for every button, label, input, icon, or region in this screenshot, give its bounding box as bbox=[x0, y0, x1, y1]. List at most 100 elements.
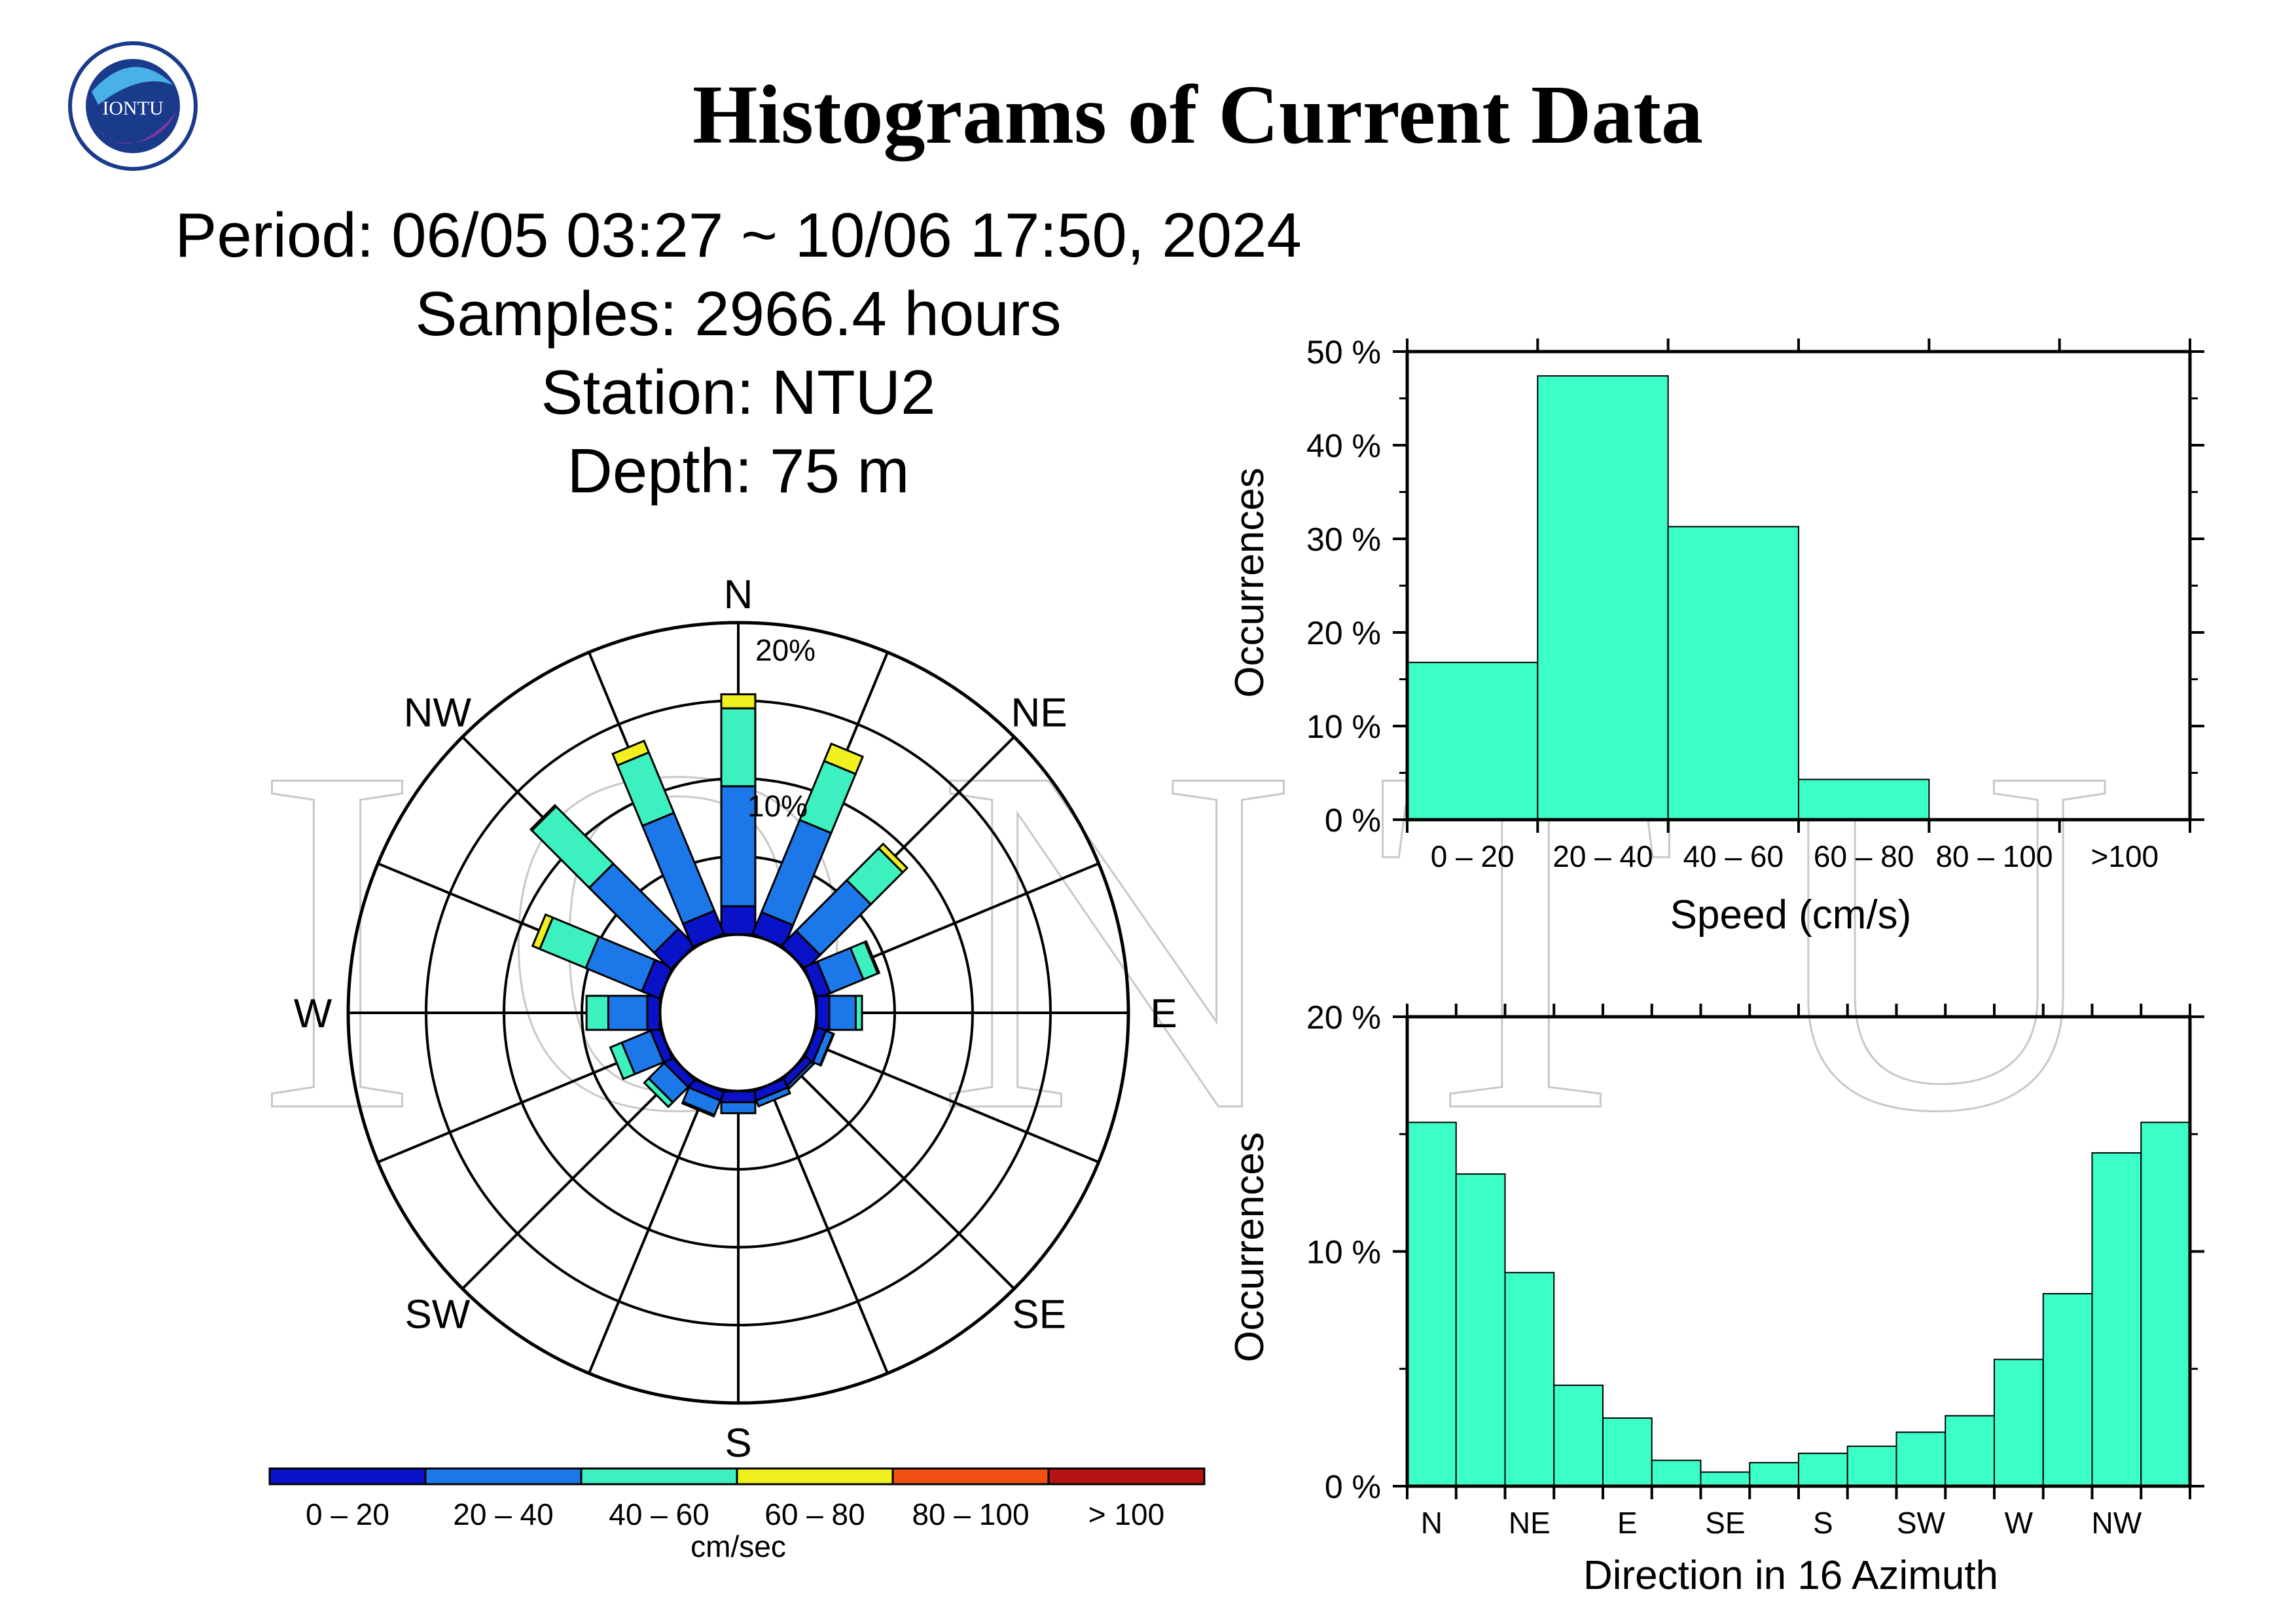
x-tick-label: 0 – 20 bbox=[1431, 839, 1515, 873]
direction-axes: 0 % 10 % 20 % N NE E SE S SW W NW bbox=[1306, 999, 2204, 1540]
current-rose-chart: N NE E SE S SW W NW 10% 20% bbox=[294, 572, 1177, 1466]
colorbar-cell bbox=[736, 1467, 894, 1486]
hist-bar bbox=[1602, 1417, 1653, 1487]
speed-bars bbox=[1407, 375, 1930, 821]
speed-histogram: 0 % 10 % 20 % 30 % 40 % 50 % 0 – 20 20 – 40 40 –… bbox=[1227, 334, 2204, 938]
rose-segment bbox=[819, 1032, 836, 1067]
x-tick-label: 80 – 100 bbox=[1935, 839, 2053, 873]
rose-label-n: N bbox=[724, 572, 753, 617]
hist-bar bbox=[1407, 1122, 1457, 1487]
hist-bar bbox=[1846, 1446, 1897, 1487]
x-tick-label: N bbox=[1421, 1506, 1443, 1540]
rose-bar-SW bbox=[643, 1055, 696, 1108]
y-tick-label: 0 % bbox=[1325, 1468, 1381, 1505]
colorbar-cell bbox=[268, 1467, 427, 1486]
y-tick-label: 40 % bbox=[1306, 428, 1381, 464]
rose-segment bbox=[643, 1077, 674, 1108]
colorbar-labels: 0 – 20 20 – 40 40 – 60 60 – 80 80 – 100 > 100 bbox=[306, 1497, 1164, 1531]
y-tick-label: 20 % bbox=[1306, 615, 1381, 651]
hist-bar bbox=[1651, 1459, 1702, 1487]
rose-label-w: W bbox=[294, 991, 332, 1036]
logo-text: IONTU bbox=[102, 98, 164, 119]
logo: IONTU bbox=[68, 41, 198, 171]
speed-axes: 0 % 10 % 20 % 30 % 40 % 50 % 0 – 20 20 – 40 40 –… bbox=[1306, 334, 2204, 873]
x-tick-label: SW bbox=[1897, 1506, 1946, 1540]
rose-bar-ENE bbox=[802, 939, 881, 1000]
colorbar-cell bbox=[891, 1467, 1050, 1486]
colorbar-unit: cm/sec bbox=[691, 1529, 786, 1563]
depth-text: Depth: 75 m bbox=[567, 436, 910, 506]
rose-segment bbox=[828, 994, 857, 1031]
rose-segment bbox=[863, 939, 881, 975]
samples-text: Samples: 2966.4 hours bbox=[415, 279, 1061, 349]
direction-ylabel: Occurrences bbox=[1227, 1132, 1272, 1362]
rose-segment bbox=[823, 742, 865, 776]
x-tick-label: NE bbox=[1509, 1506, 1551, 1540]
rose-segment bbox=[720, 905, 757, 936]
y-tick-label: 50 % bbox=[1306, 334, 1381, 371]
colorbar-label: > 100 bbox=[1088, 1497, 1164, 1531]
rose-bar-E bbox=[816, 994, 863, 1031]
rose-bar-N bbox=[720, 693, 757, 936]
x-tick-label: 60 – 80 bbox=[1814, 839, 1914, 873]
rose-segment bbox=[609, 1041, 636, 1080]
x-tick-label: W bbox=[2005, 1506, 2034, 1540]
rose-segment bbox=[855, 994, 863, 1031]
rose-segment bbox=[720, 707, 757, 788]
rose-segment bbox=[531, 913, 554, 951]
colorbar-label: 80 – 100 bbox=[912, 1497, 1029, 1531]
rose-segment bbox=[877, 842, 909, 874]
ring-label-10: 10% bbox=[747, 789, 808, 823]
rose-label-ne: NE bbox=[1011, 690, 1067, 735]
hist-bar bbox=[1537, 375, 1669, 820]
period-text: Period: 06/05 03:27 ~ 10/06 17:50, 2024 bbox=[175, 200, 1301, 270]
page-title: Histograms of Current Data bbox=[692, 68, 1703, 161]
x-tick-label: NW bbox=[2092, 1506, 2142, 1540]
direction-bars bbox=[1407, 1122, 2191, 1487]
colorbar-label: 0 – 20 bbox=[306, 1497, 389, 1531]
rose-label-s: S bbox=[725, 1421, 751, 1466]
hist-bar bbox=[2140, 1122, 2191, 1487]
colorbar-cell bbox=[1047, 1467, 1206, 1486]
rose-bar-NE bbox=[780, 842, 909, 971]
x-tick-label: SE bbox=[1705, 1506, 1745, 1540]
rose-bars bbox=[529, 693, 909, 1118]
rose-bar-ESE bbox=[802, 1025, 836, 1067]
ring-label-20: 20% bbox=[755, 633, 816, 667]
colorbar-cell bbox=[424, 1467, 583, 1486]
rose-segment bbox=[720, 1101, 757, 1114]
rose-segment bbox=[720, 693, 757, 710]
hist-bar bbox=[1667, 526, 1800, 820]
rose-segment bbox=[720, 785, 757, 907]
hist-bar bbox=[1798, 778, 1930, 821]
hist-bar bbox=[1455, 1173, 1506, 1487]
hist-bar bbox=[1945, 1415, 1995, 1487]
rose-bar-WSW bbox=[609, 1025, 674, 1080]
rose-label-nw: NW bbox=[404, 690, 472, 735]
colorbar-label: 60 – 80 bbox=[764, 1497, 865, 1531]
speed-colorbar: 0 – 20 20 – 40 40 – 60 60 – 80 80 – 100 > 100… bbox=[268, 1467, 1206, 1563]
direction-histogram: 0 % 10 % 20 % N NE E SE S SW W NW Direction in 16 … bbox=[1227, 999, 2204, 1598]
rose-bar-W bbox=[585, 994, 661, 1031]
rose-segment bbox=[681, 1101, 716, 1118]
y-tick-label: 10 % bbox=[1306, 1234, 1381, 1271]
y-tick-label: 10 % bbox=[1306, 708, 1381, 745]
x-tick-label: S bbox=[1813, 1506, 1833, 1540]
rose-segment bbox=[720, 1090, 757, 1104]
rose-segment bbox=[611, 739, 651, 767]
rose-segment bbox=[646, 994, 661, 1031]
x-tick-label: 40 – 60 bbox=[1683, 839, 1784, 873]
speed-xlabel: Speed (cm/s) bbox=[1670, 892, 1912, 938]
rose-direction-labels: N NE E SE S SW W NW bbox=[294, 572, 1177, 1466]
hist-bar bbox=[1553, 1384, 1604, 1487]
colorbar-cells bbox=[268, 1467, 1206, 1486]
y-tick-label: 30 % bbox=[1306, 521, 1381, 558]
y-tick-label: 20 % bbox=[1306, 999, 1381, 1036]
hist-bar bbox=[1749, 1462, 1799, 1487]
rose-bar-S bbox=[720, 1090, 757, 1114]
hist-bar bbox=[2042, 1293, 2093, 1487]
colorbar-cell bbox=[580, 1467, 738, 1486]
rose-label-sw: SW bbox=[404, 1292, 470, 1338]
rose-segment bbox=[585, 994, 609, 1031]
